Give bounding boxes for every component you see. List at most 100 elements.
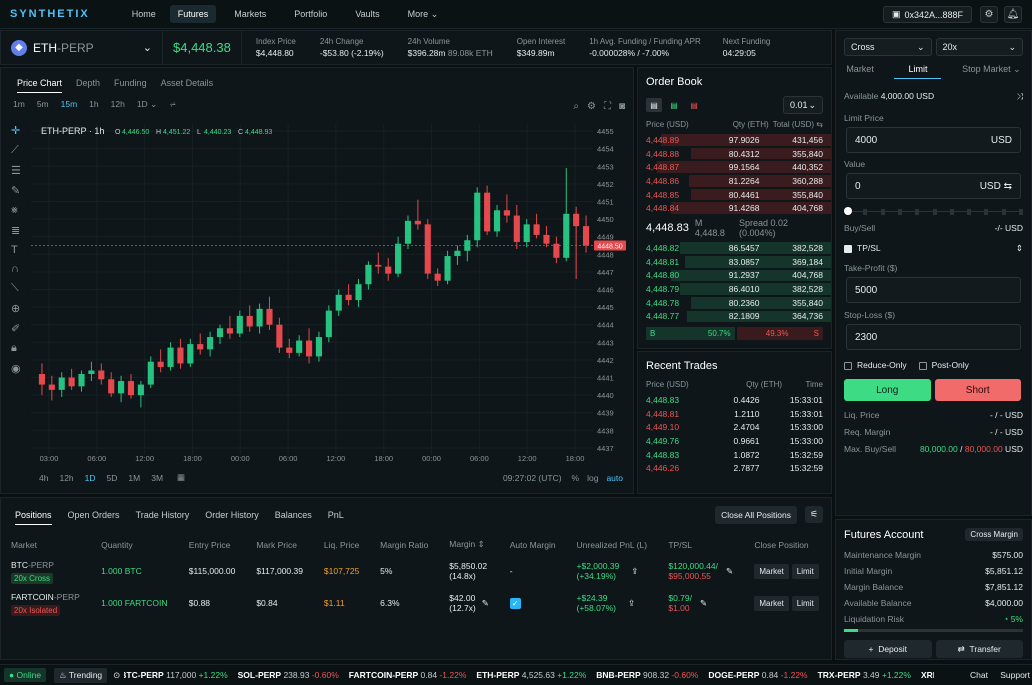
- tf-bottom-1d[interactable]: 1D: [84, 472, 96, 483]
- tab-price-chart[interactable]: Price Chart: [17, 78, 63, 93]
- bid-row[interactable]: 4,448.78 80.2360 355,840: [638, 296, 831, 310]
- tf-bottom-3m[interactable]: 3M: [151, 472, 164, 483]
- size-slider[interactable]: [844, 207, 1023, 215]
- tab-balances[interactable]: Balances: [274, 510, 312, 520]
- eye-icon[interactable]: ◉: [11, 363, 21, 375]
- tf-bottom-4h[interactable]: 4h: [39, 472, 49, 483]
- text-icon[interactable]: T: [11, 244, 18, 256]
- bid-row[interactable]: 4,448.77 82.1809 364,736: [638, 310, 831, 324]
- tab-trade-history[interactable]: Trade History: [135, 510, 190, 520]
- cell-auto-margin[interactable]: ✓: [500, 587, 567, 619]
- slider-handle[interactable]: [844, 207, 852, 215]
- cell-market[interactable]: FARTCOIN-PERP 20x Isolated: [1, 587, 91, 619]
- share-icon[interactable]: ⇪: [631, 565, 639, 576]
- pattern-icon[interactable]: ⨳: [11, 204, 18, 216]
- tf-bottom-1m[interactable]: 1M: [128, 472, 141, 483]
- fullscreen-icon[interactable]: ⛶: [603, 101, 611, 112]
- camera-icon[interactable]: ◙: [618, 101, 625, 112]
- candlestick-chart[interactable]: 4455 4454 4453 4452 4451 4450 4449 4448 4447 4446…: [1, 118, 633, 473]
- value-input[interactable]: 0 USD ⇆: [846, 173, 1021, 199]
- brush-icon[interactable]: ✎: [11, 185, 21, 197]
- share-icon[interactable]: ⇪: [627, 597, 636, 608]
- trendline-icon[interactable]: ⟋: [11, 144, 19, 156]
- col-header[interactable]: Margin ⇕: [449, 539, 485, 549]
- tf-1h[interactable]: 1h: [89, 99, 99, 109]
- bid-row[interactable]: 4,448.82 86.5457 382,528: [638, 241, 831, 255]
- edit-icon[interactable]: ✎: [481, 597, 489, 608]
- cell-market[interactable]: BTC-PERP 20x Cross: [1, 555, 91, 587]
- chevron-updown-icon[interactable]: ⇕: [1015, 243, 1023, 253]
- leverage-select[interactable]: 20x ⌄: [935, 38, 1023, 56]
- cell-auto-margin[interactable]: -: [500, 555, 567, 587]
- reduce-only-checkbox[interactable]: Reduce-Only: [844, 360, 907, 370]
- col-header[interactable]: Unrealized PnL (L): [576, 539, 648, 550]
- history-icon[interactable]: ⊙: [113, 669, 121, 680]
- transfer-button[interactable]: ⇄ Transfer: [935, 640, 1023, 658]
- close-market-button[interactable]: Market: [754, 563, 789, 579]
- take-profit-input[interactable]: 5000: [846, 277, 1021, 303]
- view-both-icon[interactable]: ▤: [646, 98, 662, 112]
- horizontal-lines-icon[interactable]: ☰: [11, 165, 21, 177]
- zoom-icon[interactable]: ⊕: [11, 303, 21, 315]
- tf-15m[interactable]: 15m: [60, 99, 78, 109]
- tab-funding[interactable]: Funding: [114, 78, 147, 88]
- fib-icon[interactable]: ≣: [11, 225, 21, 237]
- close-market-button[interactable]: Market: [754, 595, 789, 611]
- ticker-item[interactable]: XRP-PERP: [921, 670, 934, 680]
- ask-row[interactable]: 4,448.86 81.2264 360,288: [638, 174, 831, 188]
- trending-button[interactable]: ♨ Trending: [54, 667, 108, 683]
- ticker-item[interactable]: TRX-PERP 3.49 +1.22%: [818, 670, 911, 680]
- ask-row[interactable]: 4,448.84 91.4268 404,768: [638, 201, 831, 215]
- nav-markets[interactable]: Markets: [234, 9, 267, 19]
- deposit-button[interactable]: + Deposit: [844, 640, 932, 658]
- tf-1d[interactable]: 1D ⌄: [136, 99, 158, 109]
- log-toggle[interactable]: log: [587, 472, 599, 483]
- auto-toggle[interactable]: auto: [606, 472, 623, 483]
- edit-icon[interactable]: ✎: [700, 597, 708, 608]
- nav-vaults[interactable]: Vaults: [355, 9, 380, 19]
- gear-icon[interactable]: ⚙: [586, 101, 596, 112]
- calendar-icon[interactable]: ▦: [177, 472, 186, 482]
- tab-stop-market[interactable]: Stop Market ⌄: [962, 64, 1021, 74]
- tf-1m[interactable]: 1m: [13, 99, 25, 109]
- indicators-icon[interactable]: ⩫: [169, 99, 177, 109]
- short-button[interactable]: Short: [934, 379, 1021, 401]
- market-selector[interactable]: ◆ ETH-PERP ⌄: [1, 31, 163, 64]
- tab-limit[interactable]: Limit: [894, 64, 942, 79]
- margin-mode-select[interactable]: Cross ⌄: [844, 38, 932, 56]
- ticker-item[interactable]: ETH-PERP 4,525.63 +1.22%: [476, 670, 586, 680]
- ticker-item[interactable]: BNB-PERP 908.32 -0.60%: [596, 670, 698, 680]
- long-button[interactable]: Long: [844, 379, 931, 401]
- bid-row[interactable]: 4,448.80 91.2937 404,768: [638, 269, 831, 283]
- ask-row[interactable]: 4,448.88 80.4312 355,840: [638, 147, 831, 161]
- crosshair-icon[interactable]: ✛: [11, 125, 21, 137]
- ticker-item[interactable]: FARTCOIN-PERP 0.84 -1.22%: [349, 670, 467, 680]
- tpsl-checkbox[interactable]: TP/SL: [844, 243, 881, 254]
- close-limit-button[interactable]: Limit: [791, 595, 819, 611]
- view-asks-icon[interactable]: ▤: [690, 100, 698, 110]
- shuffle-icon[interactable]: ⤨: [1016, 91, 1023, 101]
- tab-open-orders[interactable]: Open Orders: [67, 510, 120, 520]
- tab-pnl[interactable]: PnL: [327, 510, 344, 520]
- close-limit-button[interactable]: Limit: [791, 563, 819, 579]
- limit-price-input[interactable]: 4000 USD: [846, 127, 1021, 153]
- ticker-item[interactable]: BTC-PERP 117,000 +1.22%: [124, 670, 227, 680]
- view-bids-icon[interactable]: ▤: [670, 100, 678, 110]
- stop-loss-input[interactable]: 2300: [846, 324, 1021, 350]
- ask-row[interactable]: 4,448.87 99.1564 440,352: [638, 160, 831, 174]
- settings-button[interactable]: ⚙: [980, 6, 998, 23]
- wallet-button[interactable]: ▣ 0x342A...888F: [882, 6, 972, 23]
- tick-size-select[interactable]: 0.01 ⌄: [783, 96, 823, 114]
- tf-bottom-12h[interactable]: 12h: [59, 472, 74, 483]
- close-all-button[interactable]: Close All Positions: [715, 506, 797, 524]
- tab-order-history[interactable]: Order History: [205, 510, 259, 520]
- search-icon[interactable]: ⌕: [573, 101, 579, 112]
- tab-positions[interactable]: Positions: [15, 510, 52, 525]
- logo[interactable]: SYNTHETIX: [10, 8, 90, 20]
- edit-icon[interactable]: ✎: [726, 565, 734, 576]
- support-link[interactable]: Support: [1000, 670, 1030, 680]
- value-unit-toggle[interactable]: USD ⇆: [979, 180, 1012, 192]
- tf-bottom-5d[interactable]: 5D: [106, 472, 118, 483]
- filter-button[interactable]: ⚟: [805, 506, 823, 523]
- ruler-icon[interactable]: ⟍: [11, 282, 19, 294]
